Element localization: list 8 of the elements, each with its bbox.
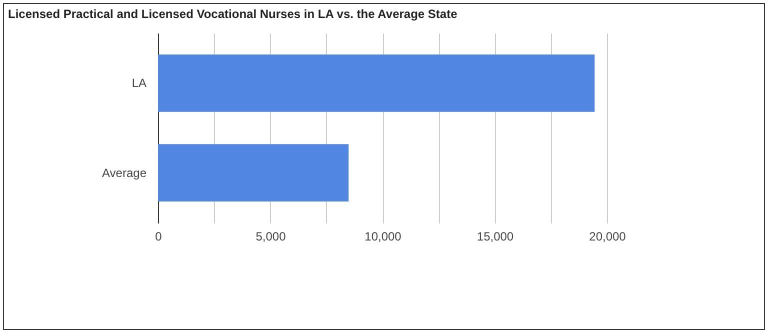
chart-title: Licensed Practical and Licensed Vocational Nurses in LA vs. the Average State (8, 7, 458, 21)
x-tick-label: 10,000 (364, 230, 402, 244)
x-tick-label: 20,000 (589, 230, 626, 244)
x-tick-label: 5,000 (256, 230, 286, 244)
y-tick-label: LA (132, 76, 146, 90)
x-tick-label: 15,000 (476, 230, 514, 244)
y-tick-label: Average (102, 166, 147, 180)
x-tick-label: 0 (155, 230, 162, 244)
